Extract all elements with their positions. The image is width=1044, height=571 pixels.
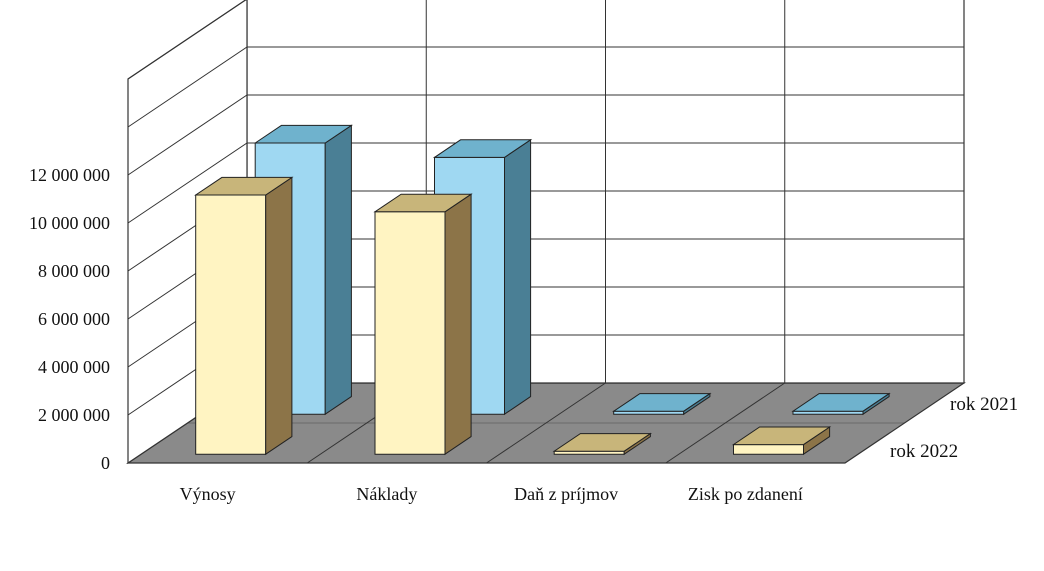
bar-top [373,193,473,213]
bar-front [195,194,267,455]
bar-side [265,176,293,456]
bar-top [791,393,891,412]
bar-side [444,193,472,456]
gridline [127,46,964,128]
bar-top [253,124,354,144]
bar-front [374,211,446,455]
gridline [127,0,247,80]
bar-top [731,426,832,446]
gridline [127,94,964,176]
y-tick-label: 2 000 000 [38,405,110,425]
y-tick-label: 0 [101,453,110,473]
series-label: rok 2021 [950,394,1018,415]
y-tick-label: 6 000 000 [38,309,110,329]
x-category-label: Daň z príjmov [514,484,618,504]
x-category-label: Výnosy [180,484,236,504]
series-label: rok 2022 [890,441,958,462]
y-tick-label: 8 000 000 [38,261,110,281]
bar-top [612,393,712,412]
x-category-label: Náklady [356,484,417,504]
y-tick-label: 12 000 000 [29,165,110,185]
bar-side [324,124,352,416]
gridline [127,142,964,224]
y-tick-label: 10 000 000 [29,213,110,233]
y-tick-label: 4 000 000 [38,357,110,377]
bar-side [504,138,532,416]
bar-top [432,139,533,158]
bar-top [194,176,294,196]
bar-front [733,444,804,455]
bar-top [552,433,653,452]
x-category-label: Zisk po zdanení [688,484,803,504]
